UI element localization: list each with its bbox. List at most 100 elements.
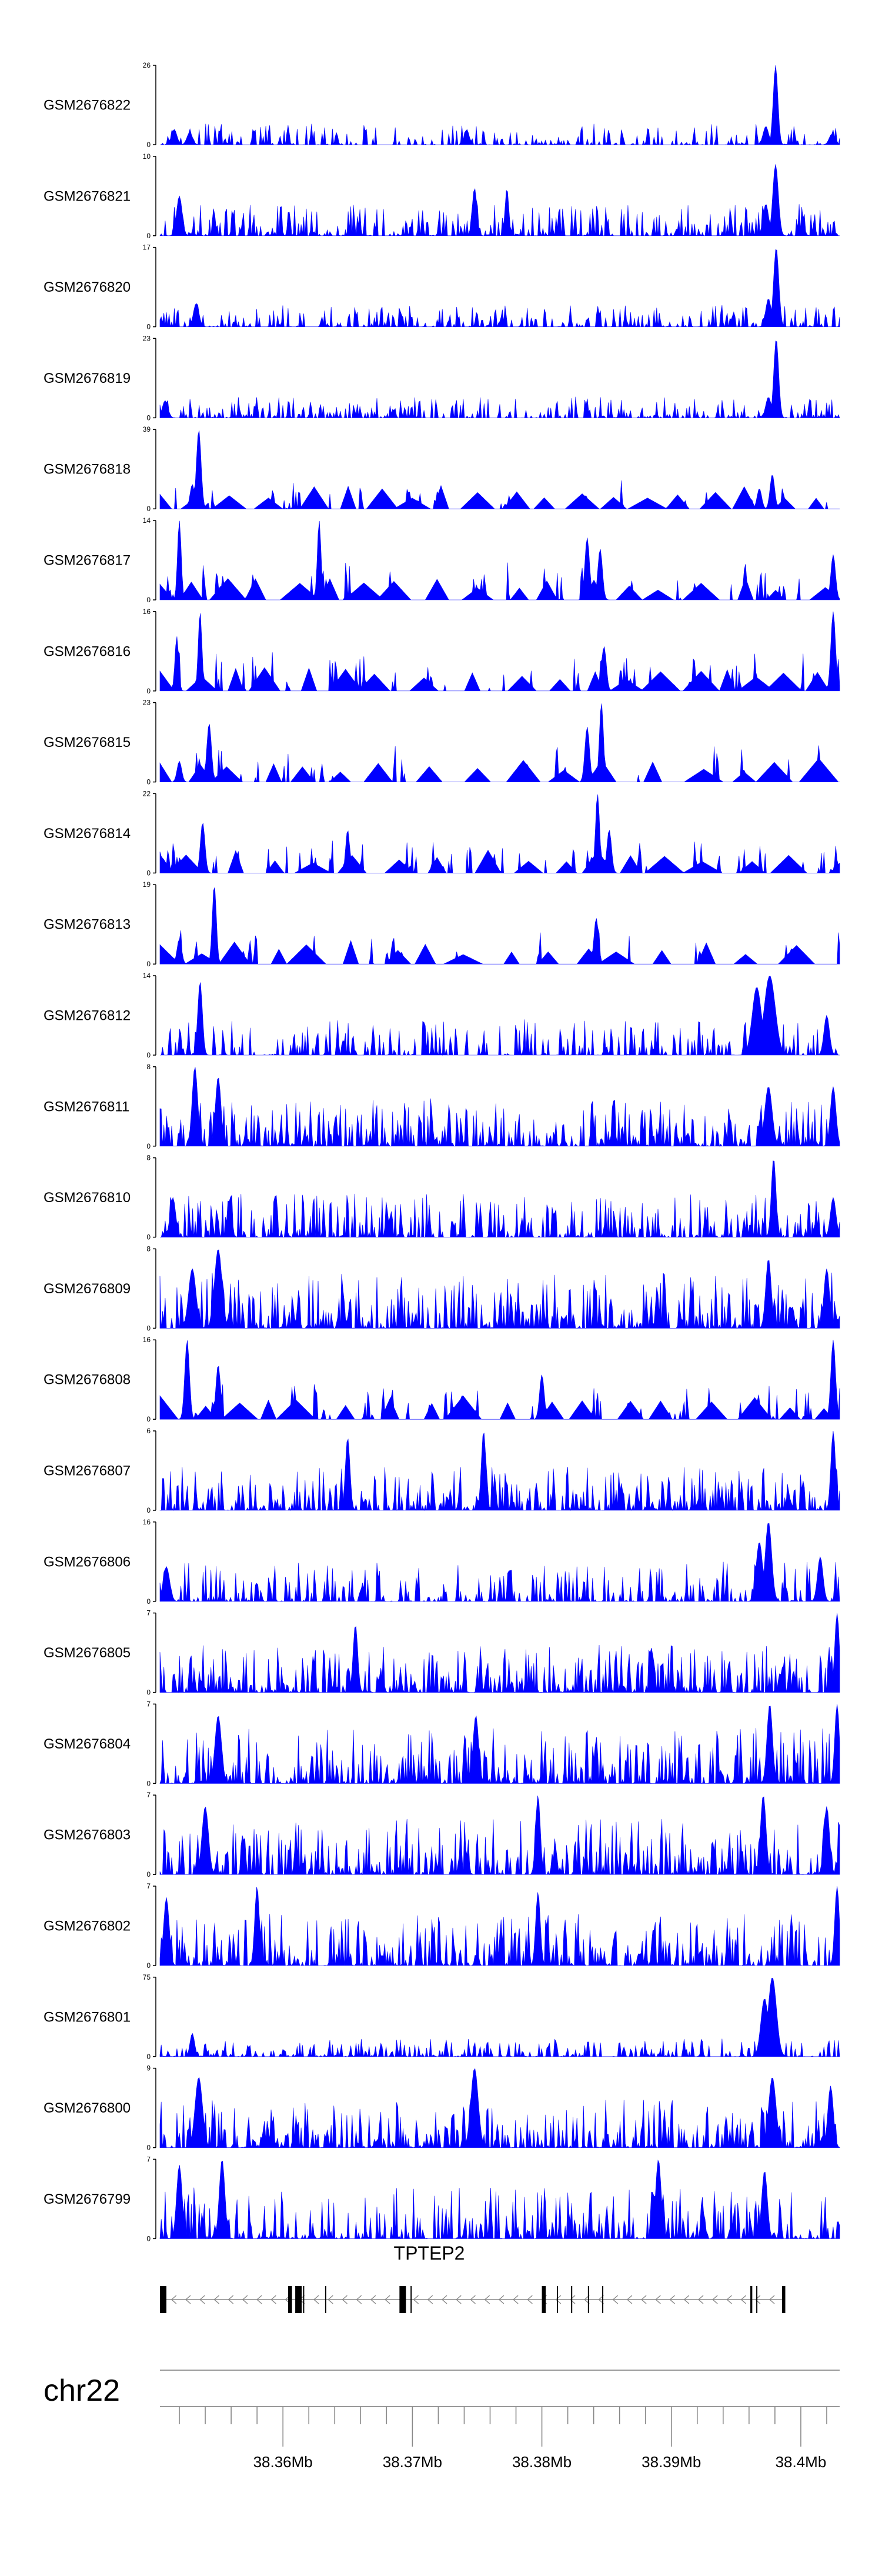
- y-max-label: 7: [146, 2155, 151, 2163]
- coverage-area-GSM2676808: [159, 1340, 840, 1420]
- strand-arrow: [470, 2295, 476, 2304]
- strand-arrow: [456, 2295, 462, 2304]
- strand-arrow: [726, 2295, 732, 2304]
- strand-arrow: [441, 2295, 447, 2304]
- y-min-label: 0: [146, 413, 151, 422]
- exon-block: [399, 2286, 406, 2313]
- coverage-area-GSM2676801: [159, 1978, 840, 2057]
- chromosome-label: chr22: [44, 2374, 120, 2408]
- coverage-area-GSM2676799: [159, 2159, 840, 2240]
- y-min-label: 0: [146, 323, 151, 331]
- strand-arrow: [213, 2295, 219, 2304]
- y-min-label: 0: [146, 2234, 151, 2243]
- strand-arrow: [513, 2295, 519, 2304]
- strand-arrow: [555, 2295, 562, 2304]
- track-label-GSM2676805: GSM2676805: [44, 1645, 131, 1661]
- y-min-label: 0: [146, 1961, 151, 1970]
- track-label-GSM2676807: GSM2676807: [44, 1463, 131, 1479]
- y-max-label: 7: [146, 1700, 151, 1708]
- y-min-label: 0: [146, 1051, 151, 1059]
- track-label-GSM2676801: GSM2676801: [44, 2009, 131, 2025]
- y-max-label: 8: [146, 1154, 151, 1162]
- y-max-label: 6: [146, 1427, 151, 1435]
- y-min-label: 0: [146, 687, 151, 695]
- strand-arrow: [199, 2295, 205, 2304]
- y-max-label: 14: [143, 972, 151, 980]
- y-max-label: 10: [143, 152, 151, 161]
- track-label-GSM2676806: GSM2676806: [44, 1554, 131, 1570]
- y-max-label: 16: [143, 608, 151, 616]
- y-max-label: 9: [146, 2064, 151, 2073]
- strand-arrow: [697, 2295, 704, 2304]
- y-max-label: 7: [146, 1609, 151, 1617]
- coverage-area-GSM2676809: [159, 1249, 840, 1329]
- coverage-area-GSM2676818: [159, 430, 840, 510]
- exon-block: [750, 2286, 753, 2313]
- strand-arrow: [242, 2295, 248, 2304]
- strand-arrow: [256, 2295, 262, 2304]
- strand-arrow: [498, 2295, 505, 2304]
- y-max-label: 17: [143, 243, 151, 252]
- coverage-area-GSM2676813: [159, 887, 840, 965]
- track-label-GSM2676818: GSM2676818: [44, 462, 131, 478]
- strand-arrow: [626, 2295, 633, 2304]
- y-max-label: 16: [143, 1336, 151, 1344]
- strand-arrow: [328, 2295, 333, 2304]
- y-max-label: 7: [146, 1882, 151, 1890]
- track-label-GSM2676812: GSM2676812: [44, 1008, 131, 1024]
- coverage-area-GSM2676814: [159, 794, 840, 873]
- y-max-label: 8: [146, 1063, 151, 1071]
- axis-tick-label: 38.36Mb: [253, 2453, 313, 2471]
- coverage-area-GSM2676806: [159, 1523, 840, 1602]
- y-min-label: 0: [146, 596, 151, 604]
- strand-arrow: [484, 2295, 490, 2304]
- strand-arrow: [342, 2295, 348, 2304]
- y-min-label: 0: [146, 232, 151, 240]
- coverage-area-GSM2676807: [159, 1430, 840, 1511]
- y-min-label: 0: [146, 1142, 151, 1150]
- track-label-GSM2676808: GSM2676808: [44, 1372, 131, 1388]
- coverage-area-GSM2676802: [159, 1886, 840, 1967]
- axis-tick-label: 38.4Mb: [776, 2453, 827, 2471]
- y-min-label: 0: [146, 1324, 151, 1332]
- exon-block: [160, 2286, 167, 2313]
- strand-arrow: [171, 2295, 177, 2304]
- gene-name-label: TPTEP2: [394, 2243, 465, 2264]
- track-label-GSM2676817: GSM2676817: [44, 553, 131, 569]
- coverage-area-GSM2676800: [159, 2068, 840, 2148]
- strand-arrow: [313, 2295, 319, 2304]
- strand-arrow: [527, 2295, 533, 2304]
- exon-block: [782, 2286, 786, 2313]
- strand-arrow: [569, 2295, 576, 2304]
- y-max-label: 22: [143, 789, 151, 798]
- track-label-GSM2676820: GSM2676820: [44, 279, 131, 295]
- axis-tick-label: 38.39Mb: [642, 2453, 701, 2471]
- coverage-area-GSM2676817: [159, 520, 840, 600]
- y-min-label: 0: [146, 869, 151, 877]
- strand-arrow: [683, 2295, 690, 2304]
- track-label-GSM2676809: GSM2676809: [44, 1281, 131, 1297]
- strand-arrow: [598, 2295, 604, 2304]
- y-max-label: 26: [143, 61, 151, 69]
- y-min-label: 0: [146, 960, 151, 968]
- strand-arrow: [270, 2295, 276, 2304]
- strand-arrow: [740, 2295, 747, 2304]
- y-min-label: 0: [146, 141, 151, 149]
- track-label-GSM2676804: GSM2676804: [44, 1736, 131, 1752]
- strand-arrow: [185, 2295, 191, 2304]
- axis-tick-label: 38.38Mb: [512, 2453, 572, 2471]
- track-label-GSM2676822: GSM2676822: [44, 98, 131, 114]
- strand-arrow: [669, 2295, 676, 2304]
- coverage-area-GSM2676821: [159, 164, 840, 236]
- y-min-label: 0: [146, 1506, 151, 1514]
- track-label-GSM2676819: GSM2676819: [44, 371, 131, 386]
- strand-arrow: [413, 2295, 419, 2304]
- strand-arrow: [612, 2295, 619, 2304]
- y-max-label: 7: [146, 1791, 151, 1799]
- track-label-GSM2676799: GSM2676799: [44, 2191, 131, 2207]
- coverage-area-GSM2676812: [160, 976, 840, 1056]
- y-max-label: 8: [146, 1244, 151, 1253]
- track-label-GSM2676800: GSM2676800: [44, 2100, 131, 2116]
